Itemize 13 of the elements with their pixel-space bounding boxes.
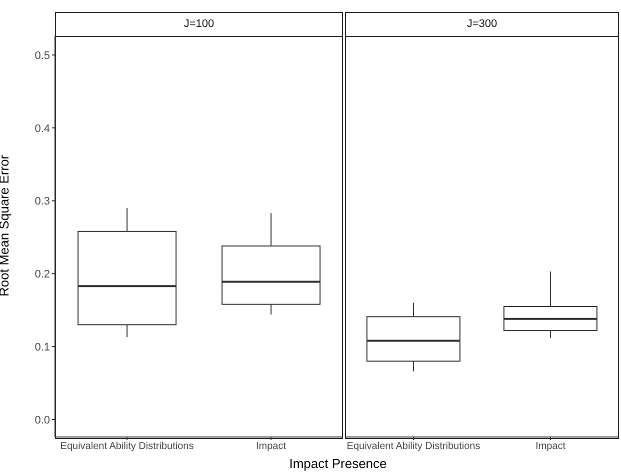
y-tick-label: 0.4	[34, 122, 50, 135]
x-tick-label: Impact	[535, 441, 566, 452]
x-tick-label: Impact	[256, 441, 286, 452]
x-tick-label: Equivalent Ability Distributions	[346, 441, 480, 452]
x-tick-label: Equivalent Ability Distributions	[60, 441, 194, 452]
chart-title: J=100	[55, 12, 343, 37]
y-tick-label: 0.2	[34, 268, 50, 281]
chart-title: J=300	[345, 12, 619, 37]
y-tick-label: 0.0	[34, 414, 50, 426]
y-tick-label: 0.3	[34, 196, 50, 208]
y-tick-label: 0.5	[34, 50, 50, 62]
y-tick-label: 0.1	[34, 342, 50, 354]
x-axis-title: Impact Presence	[288, 456, 388, 471]
